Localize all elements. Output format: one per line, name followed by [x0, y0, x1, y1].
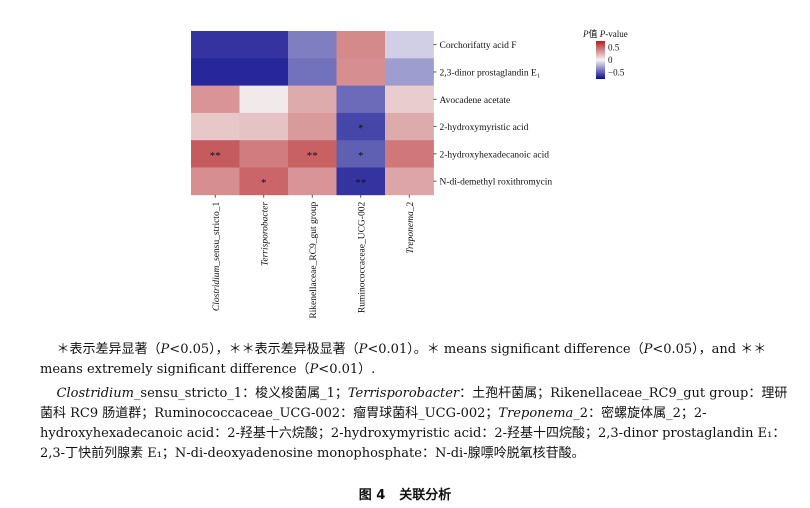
- legend-tick-label: −0.5: [608, 68, 625, 78]
- heatmap-cell: [336, 167, 386, 196]
- figure-title-text: 关联分析: [399, 488, 452, 503]
- heatmap-cell: [288, 85, 337, 114]
- legend-tick-label: 0.5: [608, 42, 620, 52]
- row-label: Corchorifatty acid F: [440, 40, 517, 51]
- heatmap-cell: [336, 140, 386, 168]
- caption-abbreviations: Clostridium_sensu_stricto_1：梭义梭菌属_1；Terr…: [40, 386, 788, 461]
- heatmap-chart: *** ** ** **Corchorifatty acid F2,3-dinor p…: [191, 28, 628, 319]
- heatmap-cell: [239, 58, 289, 86]
- column-label: Ruminococcaceae_UCG-002: [357, 202, 367, 314]
- heatmap-cell: [239, 112, 289, 141]
- heatmap-cell: [288, 140, 337, 168]
- row-label: 2,3-dinor prostaglandin E₁: [440, 68, 541, 78]
- row-label: 2-hydroxyhexadecanoic acid: [440, 150, 550, 160]
- heatmap-cell: [385, 85, 434, 114]
- figure-title: 图 4 关联分析: [0, 484, 810, 503]
- significance-marker: *: [358, 123, 364, 135]
- heatmap-cell: [385, 167, 434, 196]
- heatmap-cell: [191, 31, 240, 59]
- column-label: Treponema_2: [406, 202, 416, 254]
- legend-tick-label: 0: [608, 55, 613, 65]
- significance-marker: **: [355, 177, 366, 189]
- legend-color-bar: [596, 41, 605, 79]
- figure-number: 图 4: [358, 488, 386, 503]
- heatmap-cell: [385, 112, 434, 141]
- heatmap-cell: [239, 85, 289, 114]
- heatmap-cell: [191, 58, 240, 86]
- significance-marker: **: [210, 150, 221, 162]
- significance-marker: *: [261, 177, 267, 189]
- heatmap-cell: [191, 112, 240, 141]
- heatmap-cell: [288, 112, 337, 141]
- row-label: Avocadene acetate: [440, 96, 511, 106]
- heatmap-cell: [336, 85, 386, 114]
- heatmap-cell: [239, 31, 289, 59]
- heatmap-cell: [191, 140, 240, 168]
- legend-title: P值 P-value: [582, 28, 628, 39]
- column-label: Terrisporobacter: [260, 202, 270, 267]
- heatmap-cell: [288, 167, 337, 196]
- heatmap-cell: [239, 167, 289, 196]
- heatmap-cell: [385, 58, 434, 86]
- heatmap-cell: [191, 85, 240, 114]
- heatmap-cell: [288, 58, 337, 86]
- significance-marker: *: [358, 150, 364, 162]
- heatmap-cell: [239, 140, 289, 168]
- caption-significance-note: ＊表示差异显著（P<0.05），＊＊表示差异极显著（P<0.01）。＊ mean…: [40, 342, 767, 377]
- heatmap-cell: [191, 167, 240, 196]
- significance-marker: **: [307, 150, 318, 162]
- heatmap-cell: [385, 31, 434, 59]
- heatmap-cell: [288, 31, 337, 59]
- column-label: Rikenellaceae_RC9_gut group: [309, 202, 319, 319]
- row-label: 2-hydroxymyristic acid: [440, 123, 529, 133]
- column-label: Clostridium_sensu_stricto_1: [212, 202, 222, 312]
- heatmap-cell: [336, 58, 386, 86]
- heatmap-cell: [336, 31, 386, 59]
- heatmap-cell: [336, 112, 386, 141]
- row-label: N-di-demethyl roxithromycin: [440, 178, 553, 188]
- heatmap-cell: [385, 140, 434, 168]
